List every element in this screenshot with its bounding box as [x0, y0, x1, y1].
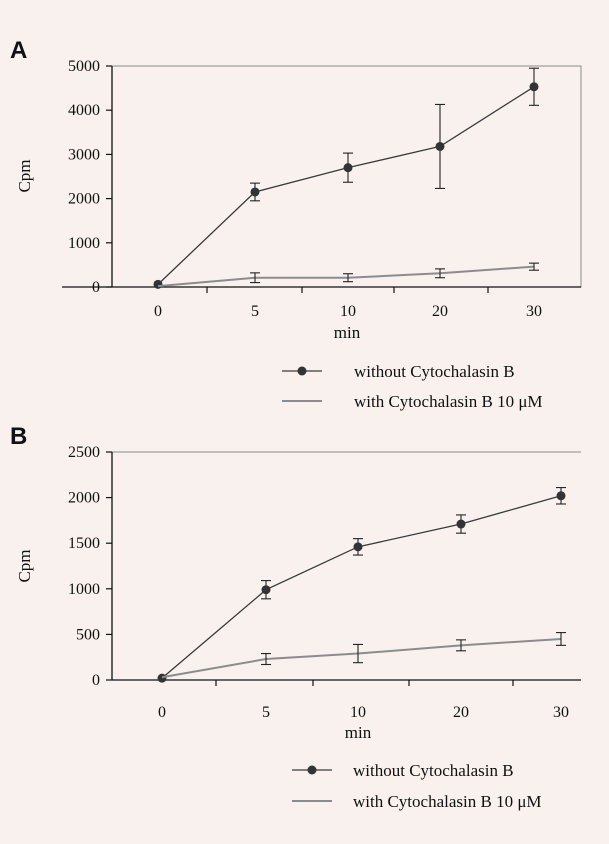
- panel-b-y-tick-label: 2500: [68, 444, 100, 461]
- panel-a-y-ticks: 0 1000 2000 3000 4000 5000: [68, 58, 112, 296]
- panel-a-x-tick-label: 20: [432, 303, 448, 320]
- panel-b-letter: B: [10, 423, 27, 450]
- panel-b-legend-label-with: with Cytochalasin B 10 μM: [353, 792, 542, 811]
- panel-a-series-0-point: [529, 82, 539, 92]
- panel-a-y-axis-title: Cpm: [15, 159, 34, 192]
- panel-a-plot-frame: [111, 65, 582, 288]
- panel-a-series-1-line: [157, 265, 535, 288]
- panel-a-y-tick-label: 5000: [68, 58, 100, 75]
- panel-b-x-ticks: 0 5 10 20 30: [158, 680, 569, 721]
- panel-a-series-0-point: [435, 141, 445, 151]
- panel-a-y-tick-label: 4000: [68, 102, 100, 119]
- panel-a-y-tick-label: 2000: [68, 191, 100, 208]
- panel-a-legend-label-with: with Cytochalasin B 10 μM: [354, 392, 543, 411]
- panel-b-y-tick-label: 500: [76, 626, 100, 643]
- panel-a-series-0-point: [250, 187, 260, 197]
- chart-panel-a: A 0 1000 2000 3000 4000 5000 0 5 10 20 30 Cpm min…: [10, 37, 582, 411]
- panel-a-legend: without Cytochalasin B with Cytochalasin…: [282, 362, 543, 411]
- panel-a-legend-marker-without: [297, 366, 307, 376]
- panel-a-y-tick-label: 3000: [68, 146, 100, 163]
- panel-a-x-ticks: 0 5 10 20 30: [154, 287, 542, 320]
- panel-b-x-tick-label: 5: [262, 704, 270, 721]
- panel-a-x-tick-label: 0: [154, 303, 162, 320]
- panel-a-x-axis-title: min: [334, 323, 361, 342]
- panel-a-y-tick-label: 1000: [68, 235, 100, 252]
- panel-b-series-0-line: [161, 495, 562, 679]
- panel-b-y-tick-label: 1000: [68, 581, 100, 598]
- panel-a-series: [153, 67, 539, 289]
- panel-b-series-0-point: [353, 542, 363, 552]
- panel-b-x-axis-title: min: [345, 723, 372, 742]
- panel-b-y-tick-label: 2000: [68, 490, 100, 507]
- panel-b-series-0-point: [261, 585, 271, 595]
- panel-a-x-tick-label: 5: [251, 303, 259, 320]
- panel-b-x-tick-label: 20: [453, 704, 469, 721]
- panel-a-x-tick-label: 10: [340, 303, 356, 320]
- panel-a-letter: A: [10, 37, 27, 64]
- panel-b-y-axis-title: Cpm: [15, 549, 34, 582]
- panel-b-series-0-point: [456, 519, 466, 529]
- panel-b-x-tick-label: 10: [350, 704, 366, 721]
- panel-b-y-ticks: 0 500 1000 1500 2000 2500: [68, 444, 112, 689]
- panel-a-legend-label-without: without Cytochalasin B: [354, 362, 515, 381]
- panel-b-x-tick-label: 30: [553, 704, 569, 721]
- panel-b-legend: without Cytochalasin B with Cytochalasin…: [292, 761, 542, 811]
- panel-a-series-0-point: [343, 163, 353, 173]
- panel-b-y-tick-label: 0: [92, 672, 100, 689]
- panel-a-x-tick-label: 30: [526, 303, 542, 320]
- panel-b-series-0-point: [556, 491, 566, 501]
- panel-b-series: [157, 487, 566, 683]
- panel-a-series-0-point: [153, 279, 163, 289]
- panel-b-x-tick-label: 0: [158, 704, 166, 721]
- panel-b-legend-label-without: without Cytochalasin B: [353, 761, 514, 780]
- panel-a-series-0-line: [157, 86, 535, 285]
- panel-b-legend-marker-without: [307, 765, 317, 775]
- panel-b-series-0-point: [157, 673, 167, 683]
- panel-a-y-tick-label: 0: [92, 279, 100, 296]
- panel-b-y-tick-label: 1500: [68, 535, 100, 552]
